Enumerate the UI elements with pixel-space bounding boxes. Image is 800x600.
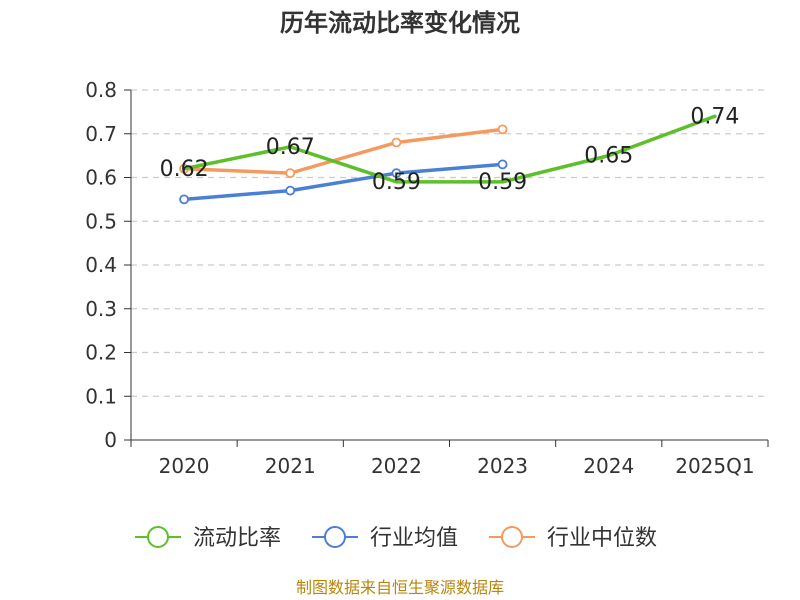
series-2-point-3 (497, 124, 508, 135)
data-label-0: 0.62 (160, 157, 209, 182)
legend-marker-0 (147, 526, 169, 548)
x-tick-label-5: 2025Q1 (675, 454, 754, 478)
data-label-4: 0.65 (584, 144, 633, 169)
x-tick-label-3: 2023 (477, 454, 528, 478)
series-1-point-1 (285, 185, 296, 196)
x-tick-label-0: 2020 (159, 454, 210, 478)
data-label-1: 0.67 (266, 135, 315, 160)
data-label-2: 0.59 (372, 170, 421, 195)
source-note: 制图数据来自恒生聚源数据库 (296, 578, 504, 597)
x-tick-label-4: 2024 (583, 454, 634, 478)
y-tick-label-0: 0 (104, 428, 117, 452)
legend-marker-2 (501, 526, 523, 548)
series-1-point-0 (179, 194, 189, 205)
grid (131, 89, 768, 397)
legend-marker-1 (324, 526, 346, 548)
legend: 流动比率 行业均值 行业中位数 (135, 526, 657, 551)
x-tick-label-2: 2022 (371, 454, 422, 478)
x-tick-label-1: 2021 (265, 454, 316, 478)
y-tick-label-5: 0.5 (85, 209, 117, 233)
chart-title: 历年流动比率变化情况 (280, 9, 520, 37)
y-tick-label-2: 0.2 (85, 341, 117, 365)
series-line-1 (182, 162, 505, 202)
data-label-3: 0.59 (478, 170, 527, 195)
data-label-5: 0.74 (690, 104, 739, 129)
series-2-point-2 (391, 137, 402, 148)
legend-label-0: 流动比率 (193, 526, 281, 551)
y-tick-label-1: 0.1 (85, 384, 117, 408)
legend-label-2: 行业中位数 (547, 526, 657, 551)
y-tick-label-4: 0.4 (85, 253, 117, 277)
y-tick-label-3: 0.3 (85, 297, 117, 321)
series-layer (179, 114, 717, 205)
series-1-point-3 (497, 159, 508, 170)
series-2-point-1 (285, 168, 296, 179)
series-line-0 (182, 114, 717, 184)
y-tick-label-8: 0.8 (85, 78, 117, 102)
axes: 0 0.1 0.2 0.3 0.4 0.5 0.6 0.7 0.8 2020 2021 2022 202… (85, 78, 769, 478)
series-1-point-2 (391, 168, 402, 179)
series-line-2 (182, 127, 505, 175)
y-tick-label-6: 0.6 (85, 166, 117, 190)
y-tick-label-7: 0.7 (85, 122, 117, 146)
legend-label-1: 行业均值 (370, 526, 458, 551)
data-labels: 0.62 0.67 0.59 0.59 0.65 0.74 (160, 104, 740, 195)
